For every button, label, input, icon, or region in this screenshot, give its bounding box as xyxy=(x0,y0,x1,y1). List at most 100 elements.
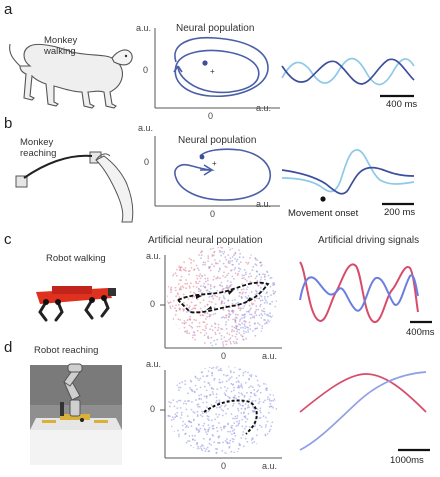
neuron-dot xyxy=(239,268,242,270)
neuron-dot xyxy=(227,299,230,302)
neuron-dot xyxy=(269,402,272,405)
neuron-dot xyxy=(231,334,234,337)
neuron-dot xyxy=(200,445,202,448)
neuron-dot xyxy=(192,410,195,413)
neuron-dot xyxy=(222,343,225,345)
neuron-dot xyxy=(238,270,240,273)
neuron-dot xyxy=(271,255,274,258)
neuron-dot xyxy=(219,268,221,271)
neuron-dot xyxy=(172,318,175,321)
neuron-dot xyxy=(273,330,276,333)
neuron-dot xyxy=(191,401,193,403)
neuron-dot xyxy=(183,322,186,325)
neuron-dot xyxy=(264,399,266,402)
neuron-dot xyxy=(196,267,199,270)
neuron-dot xyxy=(171,366,174,369)
neuron-dot xyxy=(230,376,233,378)
neuron-dot xyxy=(174,450,176,453)
neuron-dot xyxy=(235,316,237,319)
panel-a-trace-dark xyxy=(281,58,415,85)
neuron-dot xyxy=(168,436,170,438)
neuron-dot xyxy=(207,255,210,257)
neuron-dot xyxy=(234,266,237,269)
neuron-dot xyxy=(234,298,236,301)
neuron-dot xyxy=(232,340,235,343)
neuron-dot xyxy=(263,366,266,367)
neuron-dot xyxy=(190,340,193,343)
neuron-dot xyxy=(229,248,232,251)
neuron-dot xyxy=(227,272,230,275)
neuron-dot xyxy=(168,369,171,372)
neuron-dot xyxy=(175,310,178,312)
neuron-dot xyxy=(190,388,192,391)
neuron-dot xyxy=(203,447,206,450)
neuron-dot xyxy=(200,254,203,256)
neuron-dot xyxy=(189,379,192,382)
neuron-dot xyxy=(224,404,227,407)
neuron-dot xyxy=(268,320,270,323)
neuron-dot xyxy=(229,340,232,343)
neuron-dot xyxy=(175,338,177,341)
neuron-dot xyxy=(171,272,174,274)
neuron-dot xyxy=(275,253,277,256)
neuron-dot xyxy=(249,309,252,311)
neuron-dot xyxy=(241,418,244,421)
neuron-dot xyxy=(172,300,175,302)
neuron-dot xyxy=(188,257,191,260)
neuron-dot xyxy=(225,316,228,319)
neuron-dot xyxy=(189,287,191,289)
neuron-dot xyxy=(266,420,269,423)
panel-a-x-zero: 0 xyxy=(208,111,214,121)
neuron-dot xyxy=(262,257,265,260)
neuron-dot xyxy=(271,334,274,336)
neuron-dot xyxy=(244,370,247,373)
neuron-dot xyxy=(191,438,194,441)
neuron-dot xyxy=(187,370,190,373)
neuron-dot xyxy=(254,293,257,296)
neuron-dot xyxy=(184,423,187,426)
neuron-dot xyxy=(204,277,207,280)
neuron-dot xyxy=(210,386,213,389)
neuron-dot xyxy=(206,323,208,326)
neuron-dot xyxy=(259,424,261,427)
neuron-dot xyxy=(273,398,276,400)
neuron-dot xyxy=(246,280,248,282)
neuron-dot xyxy=(222,316,225,318)
neuron-dot xyxy=(199,301,202,304)
neuron-dot xyxy=(170,430,173,433)
neuron-dot xyxy=(269,451,271,453)
neuron-dot xyxy=(184,267,187,269)
neuron-dot xyxy=(259,265,262,267)
neuron-dot xyxy=(256,283,259,286)
neuron-dot xyxy=(204,261,207,264)
neuron-dot xyxy=(238,392,240,394)
neuron-dot xyxy=(220,334,223,337)
neuron-dot xyxy=(221,316,223,319)
neuron-dot xyxy=(167,430,169,432)
neuron-dot xyxy=(239,309,242,312)
neuron-dot xyxy=(212,278,215,281)
neuron-dot xyxy=(226,374,229,377)
neuron-dot xyxy=(254,299,256,302)
neuron-dot xyxy=(211,425,214,427)
neuron-dot xyxy=(188,305,191,307)
neuron-dot xyxy=(271,267,274,269)
neuron-dot xyxy=(197,429,200,431)
neuron-dot xyxy=(208,300,211,303)
neuron-dot xyxy=(239,307,242,309)
neuron-dot xyxy=(207,430,210,433)
neuron-dot xyxy=(223,425,226,428)
neuron-dot xyxy=(188,332,191,335)
neuron-dot xyxy=(199,277,202,280)
neuron-dot xyxy=(235,302,238,305)
neuron-dot xyxy=(203,437,205,440)
neuron-dot xyxy=(234,417,236,420)
neuron-dot xyxy=(201,415,204,418)
neuron-dot xyxy=(168,267,170,269)
neuron-dot xyxy=(250,307,252,310)
neuron-dot xyxy=(234,313,237,316)
neuron-dot xyxy=(167,329,169,332)
neuron-dot xyxy=(231,275,234,278)
neuron-dot xyxy=(196,404,199,406)
neuron-dot xyxy=(271,335,274,338)
